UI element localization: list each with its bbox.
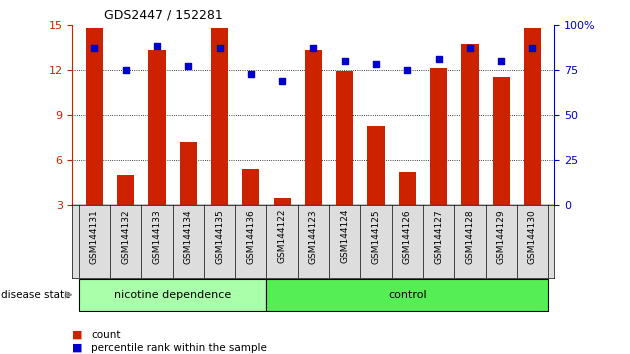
Bar	[180, 142, 197, 205]
Point	[371, 62, 381, 67]
Bar	[273, 198, 290, 205]
Text: GSM144128: GSM144128	[466, 209, 474, 264]
Point	[309, 45, 318, 51]
Bar	[399, 172, 416, 205]
Bar	[493, 78, 510, 205]
Text: GSM144127: GSM144127	[434, 209, 443, 264]
Text: GSM144124: GSM144124	[340, 209, 349, 263]
Text: GSM144122: GSM144122	[278, 209, 287, 263]
Point	[120, 67, 130, 73]
Bar	[242, 169, 260, 205]
Bar	[524, 28, 541, 205]
Point	[403, 67, 413, 73]
Point	[89, 45, 100, 51]
Text: count: count	[91, 330, 121, 339]
Text: GSM144134: GSM144134	[184, 209, 193, 264]
Text: GSM144129: GSM144129	[496, 209, 506, 264]
Bar	[367, 126, 385, 205]
FancyBboxPatch shape	[266, 279, 548, 311]
Bar	[305, 50, 322, 205]
Point	[214, 45, 224, 51]
Point	[183, 63, 193, 69]
Text: GSM144131: GSM144131	[90, 209, 99, 264]
Bar	[336, 72, 353, 205]
Bar	[86, 28, 103, 205]
Text: disease state: disease state	[1, 290, 71, 300]
Text: control: control	[388, 290, 427, 300]
Bar	[461, 44, 479, 205]
FancyBboxPatch shape	[79, 279, 266, 311]
Point	[277, 78, 287, 84]
Text: GSM144132: GSM144132	[121, 209, 130, 264]
Bar	[148, 50, 166, 205]
Text: GDS2447 / 152281: GDS2447 / 152281	[104, 9, 222, 22]
Text: GSM144136: GSM144136	[246, 209, 255, 264]
Bar	[117, 175, 134, 205]
Text: GSM144125: GSM144125	[372, 209, 381, 264]
Text: GSM144123: GSM144123	[309, 209, 318, 264]
Point	[340, 58, 350, 64]
Text: ■: ■	[72, 343, 86, 353]
Text: GSM144135: GSM144135	[215, 209, 224, 264]
Point	[433, 56, 444, 62]
Text: GSM144130: GSM144130	[528, 209, 537, 264]
Bar	[430, 68, 447, 205]
Point	[246, 71, 256, 76]
Point	[527, 45, 537, 51]
Text: GSM144126: GSM144126	[403, 209, 412, 264]
Text: GSM144133: GSM144133	[152, 209, 161, 264]
Point	[496, 58, 507, 64]
Text: ■: ■	[72, 330, 86, 339]
Bar	[211, 28, 228, 205]
Point	[152, 44, 162, 49]
Point	[465, 45, 475, 51]
Text: percentile rank within the sample: percentile rank within the sample	[91, 343, 267, 353]
Text: nicotine dependence: nicotine dependence	[114, 290, 231, 300]
